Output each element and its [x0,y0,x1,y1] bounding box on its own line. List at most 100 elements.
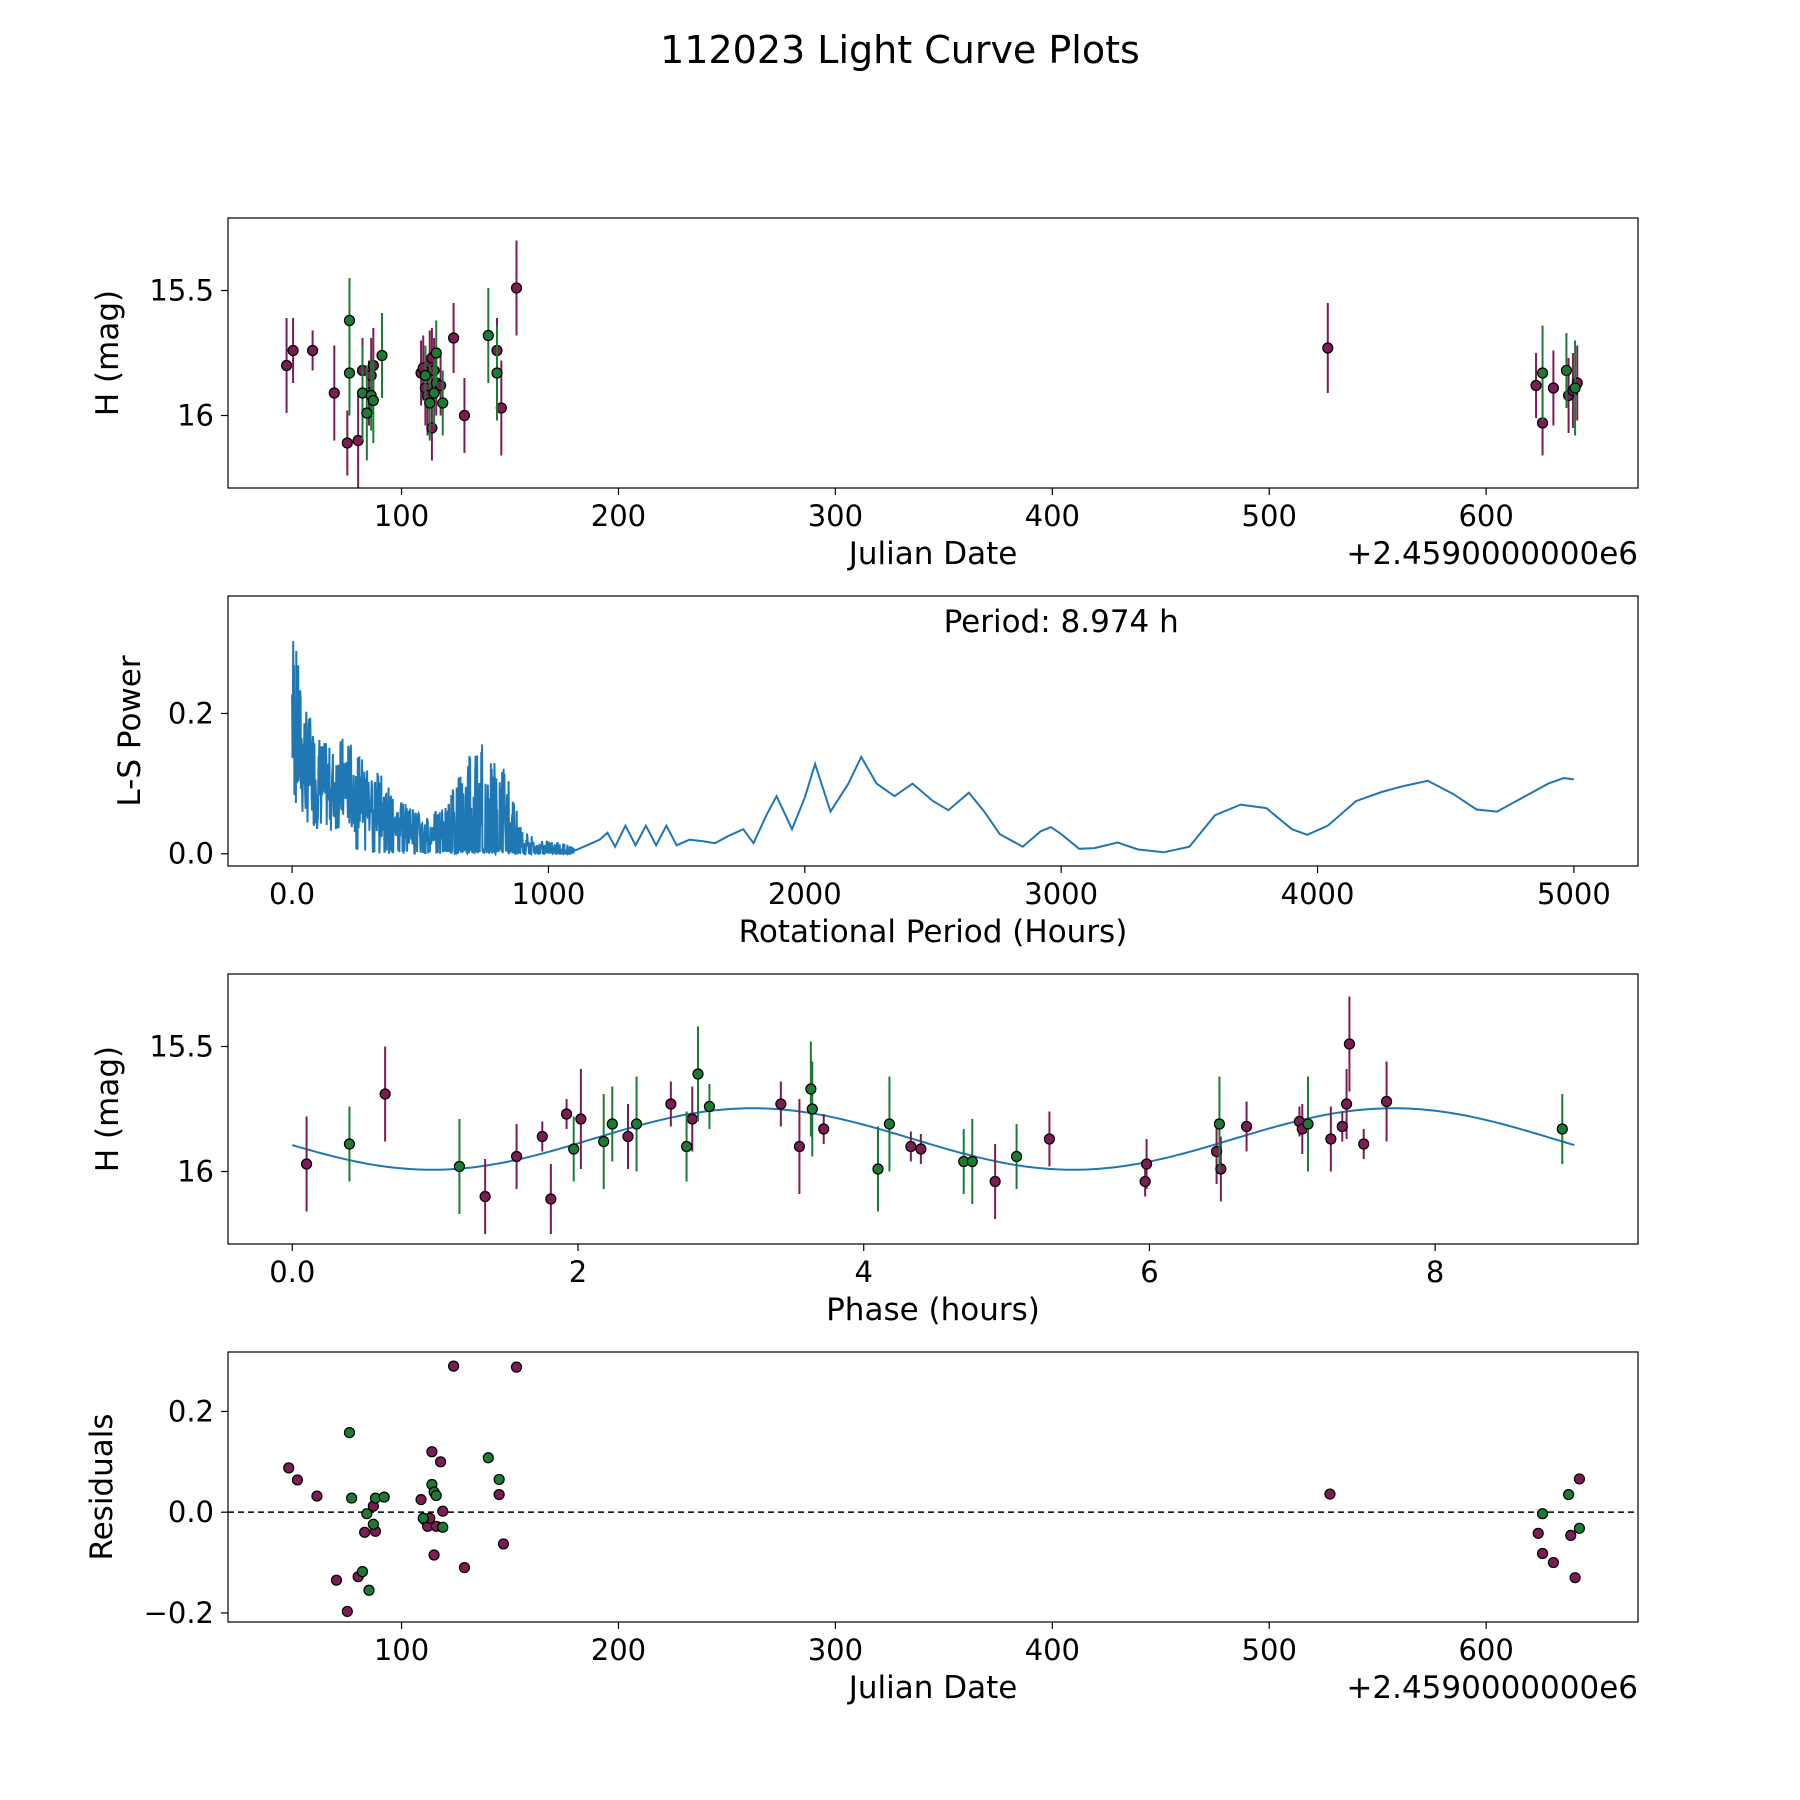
phased-data-point [793,1140,806,1153]
residuals-data-point [330,1574,343,1586]
residuals-ytick-label: −0.2 [144,1596,214,1630]
periodogram-ytick-label: 0.2 [168,696,214,730]
lightcurve-xtick-label: 600 [1458,499,1513,533]
lightcurve-xtick-label: 200 [591,499,646,533]
residuals-data-point [291,1474,304,1486]
residuals-data-point [493,1473,505,1486]
residuals-data-point [482,1452,494,1464]
lightcurve-data-point [430,347,442,359]
phased-data-point [1325,1133,1337,1145]
residuals-ytick-label: 0.2 [168,1394,214,1428]
lightcurve-data-point [367,394,379,407]
phased-data-point [598,1135,610,1148]
phased-data-point [1140,1158,1153,1170]
periodogram-xtick-label: 3000 [1024,877,1098,911]
lightcurve-data-point [426,422,438,434]
lightcurve-xtick-label: 400 [1025,499,1080,533]
phased-data-point [686,1113,698,1125]
phased-data-point [1240,1120,1253,1133]
phased-data-point [805,1083,817,1095]
residuals-xlabel: Julian Date [847,1670,1018,1706]
phased-data-point [915,1143,927,1155]
residuals-data-point [430,1489,442,1502]
lightcurve-xtick-label: 500 [1242,499,1297,533]
residuals-frame [227,1351,1639,1623]
lightcurve-xtick-label: 100 [374,499,429,533]
periodogram-line [291,641,1575,858]
phased-ylabel: H (mag) [90,1046,126,1172]
phased-data-point [560,1108,573,1120]
residuals-data-point [367,1518,379,1530]
residuals-axes: 100 200 300 400 500 600 −0.2 0.0 0.2 Julian Date R… [84,1351,1639,1706]
residuals-data-point [415,1493,427,1506]
residuals-ytick-label: 0.0 [168,1495,214,1529]
residuals-data-point [1569,1572,1581,1584]
lightcurve-data-point [361,407,373,419]
phased-data-point [1213,1118,1226,1130]
phased-data-point [883,1118,896,1130]
residuals-data-point [341,1605,353,1618]
phased-data-point [453,1160,466,1173]
periodogram-frame [227,595,1639,867]
residuals-series_a [283,1360,1586,1618]
residuals-data-point [417,1512,429,1524]
lightcurve-data-point [1569,382,1581,394]
lightcurve-xtick-label: 300 [808,499,863,533]
phased-data-point [1139,1175,1151,1188]
phased-data-point [568,1143,580,1155]
phased-data-point [606,1118,618,1130]
periodogram-axes: 0.0 1000 2000 3000 4000 5000 0.0 0.2 Rotational … [112,595,1639,950]
periodogram-plot-area [291,641,1575,858]
lightcurve-data-point [307,344,319,357]
phased-xtick-label: 2 [569,1255,587,1289]
lightcurve-plot-area [280,240,1583,488]
phased-data-point [575,1113,587,1125]
phased-data-point [775,1098,787,1110]
phased-data-point [1556,1123,1568,1135]
residuals-offset-text: +2.4590000000e6 [1346,1670,1638,1706]
lightcurve-data-point [376,349,388,362]
lightcurve-axes: 100 200 300 400 500 600 15.5 16 Julian Date H (ma… [90,217,1639,572]
residuals-data-point [1573,1522,1586,1534]
lightcurve-data-point [343,314,356,327]
phased-data-point [1302,1118,1314,1130]
lightcurve-data-point [491,367,503,379]
lightcurve-offset-text: +2.4590000000e6 [1346,536,1638,572]
lightcurve-data-point [419,369,431,382]
lightcurve-ytick-label: 15.5 [149,274,214,308]
residuals-data-point [437,1505,449,1517]
lightcurve-xlabel: Julian Date [847,536,1018,572]
phased-series_a [300,996,1393,1234]
lightcurve-data-point [437,397,449,409]
residuals-data-point [1532,1527,1544,1539]
phased-ytick-label: 15.5 [149,1030,214,1064]
lightcurve-data-point [510,282,523,294]
phased-data-point [622,1130,634,1143]
phased-data-point [692,1068,704,1080]
residuals-data-point [497,1538,510,1550]
lightcurve-data-point [1530,379,1542,392]
residuals-data-point [346,1492,358,1504]
lightcurve-data-point [287,344,299,357]
residuals-xtick-label: 300 [808,1633,863,1667]
lightcurve-data-point [428,387,440,399]
phased-data-point [1380,1095,1393,1108]
lightcurve-series_a [280,240,1583,488]
phased-data-point [479,1190,491,1203]
phased-data-point [1010,1150,1023,1163]
phased-data-point [343,1138,356,1150]
residuals-data-point [1573,1473,1586,1485]
phased-xtick-label: 8 [1426,1255,1444,1289]
phased-data-point [1340,1098,1353,1110]
phased-data-point [818,1123,830,1135]
phased-data-point [905,1140,917,1153]
periodogram-xtick-label: 1000 [512,877,586,911]
phased-data-point [1358,1138,1370,1150]
residuals-plot-area [228,1360,1638,1618]
phased-data-point [966,1155,978,1168]
phased-series_b [343,1026,1568,1214]
residuals-data-point [510,1361,523,1373]
residuals-data-point [283,1462,295,1474]
residuals-data-point [356,1566,369,1578]
lightcurve-data-point [341,437,353,449]
